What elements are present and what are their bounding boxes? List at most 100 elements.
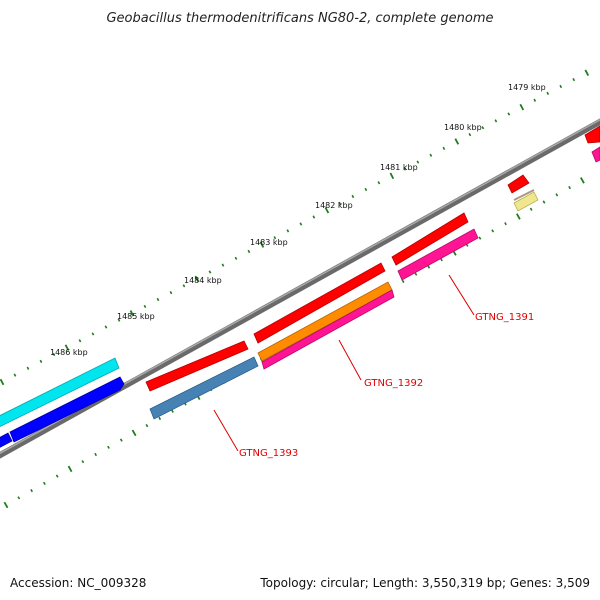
minor-tick: [286, 229, 290, 233]
gene-label-1392[interactable]: GTNG_1392: [364, 378, 423, 389]
minor-tick: [221, 263, 225, 267]
minor-tick: [107, 445, 110, 449]
reverse-genes: [0, 146, 600, 450]
forward-genes: [0, 125, 600, 429]
tick-label-1479: 1479 kbp: [508, 83, 546, 92]
gene-label-1393[interactable]: GTNG_1393: [239, 448, 298, 459]
minor-tick: [247, 249, 251, 254]
callout-line-1392: [338, 339, 362, 381]
minor-tick: [542, 200, 546, 204]
tick-label-1480: 1480 kbp: [444, 123, 482, 132]
minor-tick: [351, 194, 355, 199]
minor-tick: [234, 256, 238, 260]
minor-tick: [158, 416, 162, 421]
major-tick: [516, 213, 521, 220]
minor-tick: [529, 207, 533, 211]
minor-tick: [55, 474, 59, 478]
minor-tick: [504, 222, 507, 226]
minor-tick: [145, 424, 149, 428]
minor-tick: [26, 366, 30, 370]
minor-tick: [403, 167, 407, 171]
minor-tick: [401, 279, 405, 284]
minor-tick: [414, 272, 418, 276]
callout-line-1391: [448, 274, 475, 316]
minor-tick: [78, 339, 82, 343]
gene-feature-magenta-b[interactable]: [397, 228, 479, 281]
minor-tick: [104, 325, 108, 329]
minor-tick: [546, 91, 550, 95]
gene-feature-red-e[interactable]: [584, 125, 600, 144]
minor-tick: [30, 488, 33, 493]
minor-tick: [312, 215, 316, 219]
minor-tick: [494, 119, 498, 123]
minor-tick: [507, 112, 511, 116]
major-tick: [454, 138, 460, 145]
gene-feature-magenta-a[interactable]: [261, 289, 395, 370]
callout-line-1393: [213, 409, 239, 452]
minor-tick: [81, 460, 85, 464]
major-tick: [67, 465, 73, 473]
outer-tick-ring: [0, 69, 590, 386]
minor-tick: [338, 201, 342, 205]
gene-feature-red-d[interactable]: [507, 174, 530, 194]
minor-tick: [94, 452, 98, 457]
minor-tick: [555, 193, 559, 197]
gene-feature-magenta-c[interactable]: [591, 146, 600, 163]
tick-label-1483: 1483 kbp: [250, 238, 288, 247]
accession-text: Accession: NC_009328: [10, 576, 146, 590]
minor-tick: [119, 438, 123, 442]
minor-tick: [416, 160, 420, 164]
gene-feature-khaki[interactable]: [513, 191, 539, 212]
minor-tick: [143, 304, 147, 308]
tick-label-1486: 1486 kbp: [50, 348, 88, 357]
minor-tick: [440, 258, 443, 262]
major-tick: [389, 172, 395, 180]
minor-tick: [429, 153, 433, 157]
minor-tick: [273, 236, 277, 240]
minor-tick: [43, 481, 46, 485]
minor-tick: [156, 297, 160, 302]
gene-feature-red-c[interactable]: [391, 212, 469, 266]
minor-tick: [559, 84, 563, 89]
minor-tick: [17, 496, 21, 500]
tick-label-1482: 1482 kbp: [315, 201, 353, 210]
minor-tick: [572, 78, 576, 82]
major-tick: [3, 501, 9, 509]
minor-tick: [478, 236, 482, 240]
minor-tick: [481, 126, 485, 130]
minor-tick: [13, 373, 17, 377]
gene-feature-red-b[interactable]: [253, 262, 386, 344]
gene-feature-blue-b[interactable]: [0, 432, 13, 450]
gene-label-1391[interactable]: GTNG_1391: [475, 312, 534, 323]
minor-tick: [182, 284, 186, 288]
minor-tick: [377, 181, 381, 185]
major-tick: [519, 103, 525, 111]
tick-label-1485: 1485 kbp: [117, 312, 155, 321]
minor-tick: [364, 187, 368, 192]
major-tick: [324, 206, 330, 214]
minor-tick: [299, 222, 303, 226]
gene-feature-blue-a[interactable]: [9, 376, 125, 443]
major-tick: [129, 310, 135, 317]
minor-tick: [169, 291, 173, 295]
gene-feature-cyan[interactable]: [0, 357, 120, 429]
major-tick: [0, 378, 5, 386]
gene-feature-steelblue[interactable]: [149, 356, 259, 420]
major-tick: [584, 69, 590, 77]
minor-tick: [208, 270, 212, 274]
gene-feature-red-a[interactable]: [145, 340, 249, 392]
minor-tick: [52, 352, 56, 357]
minor-tick: [442, 146, 446, 150]
map-title: Geobacillus thermodenitrificans NG80-2, …: [106, 11, 493, 26]
tick-label-1484: 1484 kbp: [184, 276, 222, 285]
minor-tick: [117, 318, 121, 322]
major-tick: [194, 275, 200, 283]
minor-tick: [171, 409, 174, 413]
minor-tick: [568, 185, 571, 190]
minor-tick: [491, 229, 495, 233]
major-tick: [259, 241, 265, 248]
minor-tick: [91, 332, 95, 336]
minor-tick: [39, 359, 43, 363]
summary-text: Topology: circular; Length: 3,550,319 bp…: [259, 576, 590, 590]
